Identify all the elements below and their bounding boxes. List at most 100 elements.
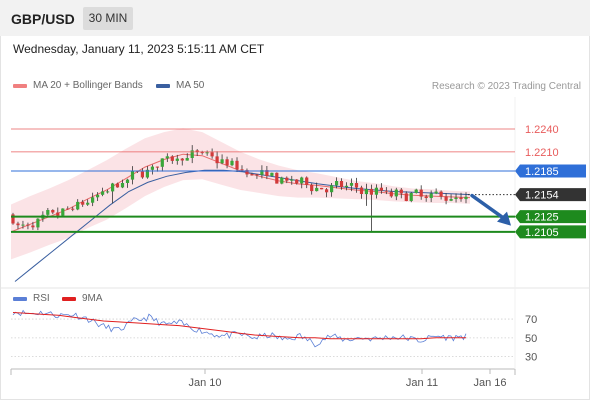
x-tick-label-2: Jan 16 [473,377,506,389]
candle-body-32 [170,156,174,161]
candle-body-34 [180,158,184,161]
ma50-line [14,169,471,282]
candle-body-15 [86,202,90,205]
rsi-9ma-line [12,312,466,340]
timeframe-button[interactable]: 30 MIN [83,7,133,30]
candle-body-21 [115,183,120,188]
candle-body-26 [140,171,144,178]
candle-body-47 [245,170,249,175]
candle-body-89 [454,197,458,199]
rsi-tick-50: 50 [525,333,537,345]
candle-body-88 [449,199,453,201]
candle-body-54 [280,177,284,184]
candle-body-87 [444,196,448,201]
legend-ma20-swatch [13,84,27,88]
price-level-1.2240-label: 1.2240 [525,124,559,136]
candle-body-5 [36,218,40,228]
candle-body-90 [459,197,463,200]
legend-ma50-label: MA 50 [176,80,205,91]
candle-body-16 [91,197,95,203]
candle-body-80 [409,193,413,201]
candle-body-57 [295,179,299,184]
candle-body-20 [111,183,115,192]
candle-body-0 [11,214,15,224]
candle-body-8 [51,210,55,213]
candle-body-36 [190,150,194,158]
candle-body-14 [81,201,85,205]
candle-body-75 [384,190,388,192]
candle-body-83 [424,196,428,198]
header-bar: GBP/USD 30 MIN [0,0,590,36]
candle-body-46 [240,169,244,171]
candle-body-51 [265,170,269,176]
candle-body-3 [26,224,30,226]
candle-body-23 [125,179,130,183]
candle-body-50 [260,170,264,175]
symbol-title: GBP/USD [11,11,75,27]
price-level-1.2154-tag [515,188,586,202]
candle-body-7 [46,210,50,215]
candle-body-55 [285,177,289,181]
candle-body-19 [106,191,110,193]
credit-text: Research © 2023 Trading Central [431,81,581,92]
candle-body-9 [56,212,60,216]
candle-body-49 [255,174,259,176]
rsi-tick-70: 70 [525,314,537,326]
candle-body-53 [275,172,279,184]
candle-body-66 [339,181,344,188]
candle-body-33 [175,158,179,161]
candle-body-38 [200,152,204,154]
candle-body-71 [364,188,368,195]
candle-body-39 [205,152,209,154]
price-level-1.2125-tag [515,210,586,224]
candle-body-42 [220,159,224,164]
candle-body-74 [379,187,383,191]
price-level-1.2185-label: 1.2185 [525,166,559,178]
candle-body-58 [300,177,304,184]
candle-body-30 [160,158,164,167]
legend-rsi-swatch [13,297,27,301]
candle-body-72 [369,188,373,195]
candle-body-73 [374,187,378,195]
candle-body-85 [434,191,438,194]
price-level-1.2154-label: 1.2154 [525,190,559,202]
candle-body-76 [389,191,393,197]
forecast-arrow-shaft [470,193,505,220]
candle-body-28 [150,166,154,170]
candle-body-48 [250,174,254,176]
price-level-1.2105-label: 1.2105 [525,227,559,239]
candle-body-43 [225,159,229,166]
candle-body-62 [320,187,324,190]
rsi-line [12,309,467,348]
candle-body-22 [120,183,125,188]
candle-body-13 [76,201,80,210]
price-level-1.2105-tag [515,225,586,239]
candle-body-27 [145,169,149,178]
candle-body-31 [165,156,169,159]
candle-body-59 [305,177,309,185]
candle-body-1 [16,223,20,226]
candle-body-86 [439,191,443,197]
forecast-arrow-head [497,211,511,226]
candle-body-45 [235,160,239,170]
candle-body-81 [414,189,418,193]
candle-body-77 [394,189,398,197]
candle-body-17 [96,194,100,198]
legend-9ma-label: 9MA [82,293,103,304]
x-tick-label-1: Jan 11 [406,377,438,389]
candle-body-4 [31,225,35,228]
candle-body-68 [349,183,354,186]
candle-body-29 [155,166,159,168]
legend-ma20-label: MA 20 + Bollinger Bands [33,80,143,91]
candle-body-69 [354,183,359,188]
candle-body-79 [404,193,408,201]
candle-body-40 [210,152,214,157]
price-level-1.2125-label: 1.2125 [525,212,559,224]
legend-ma50-swatch [156,84,170,88]
candle-body-41 [215,156,219,164]
x-tick-label-0: Jan 10 [188,377,221,389]
legend-9ma-swatch [62,297,76,301]
candle-body-91 [464,196,468,200]
candle-body-52 [270,172,274,176]
